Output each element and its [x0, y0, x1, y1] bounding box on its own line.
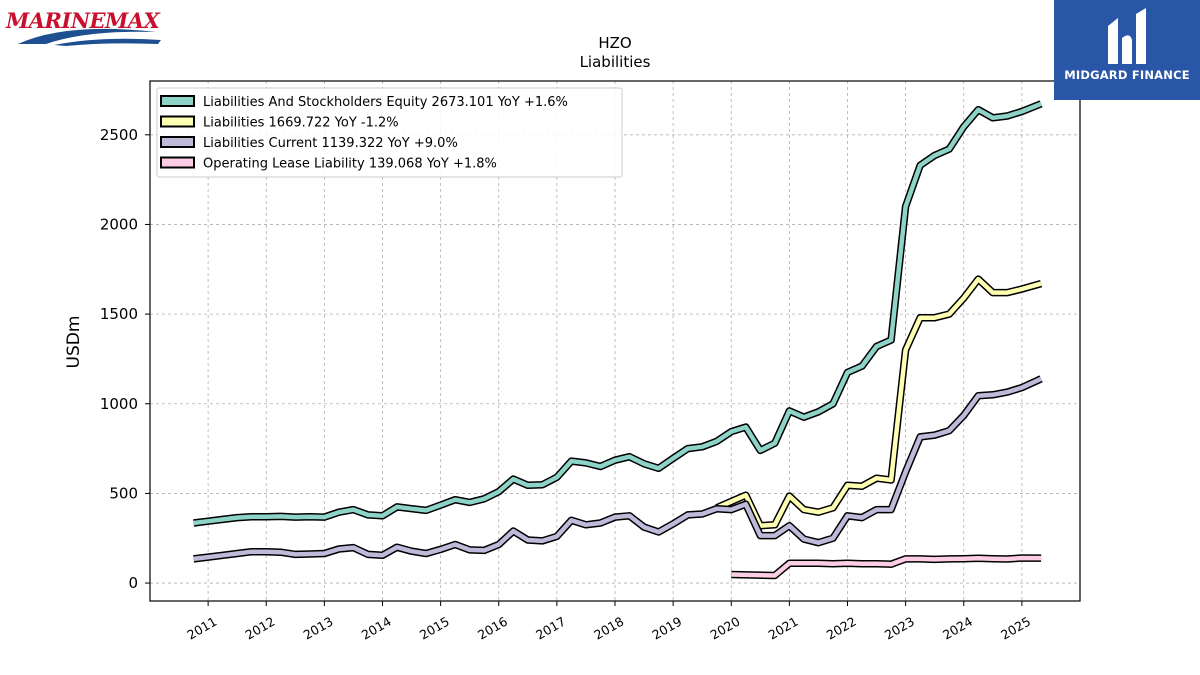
legend-label: Liabilities 1669.722 YoY -1.2% — [203, 116, 399, 131]
series-2 — [193, 375, 1043, 563]
x-tick-label: 2013 — [301, 614, 336, 643]
legend-label: Operating Lease Liability 139.068 YoY +1… — [203, 157, 497, 172]
y-axis-label: USDm — [64, 316, 84, 369]
x-tick-label: 2022 — [824, 614, 859, 643]
x-tick-label: 2016 — [475, 614, 510, 643]
legend-swatch — [160, 136, 195, 148]
midgard-finance-text: MIDGARD FINANCE — [1064, 68, 1190, 82]
x-tick-label: 2025 — [998, 614, 1033, 643]
y-tick-label: 1500 — [100, 305, 138, 323]
midgard-finance-logo: MIDGARD FINANCE — [1054, 0, 1200, 100]
y-tick-label: 500 — [109, 484, 138, 502]
marinemax-swoosh-icon — [18, 28, 161, 46]
midgard-mark-icon — [1108, 8, 1146, 64]
y-tick-label: 2500 — [100, 126, 138, 144]
chart-legend: Liabilities And Stockholders Equity 2673… — [156, 87, 623, 178]
series-lines — [193, 100, 1043, 580]
series-line — [731, 555, 1042, 578]
legend-swatch — [160, 115, 195, 128]
x-tick-label: 2023 — [882, 614, 917, 643]
x-tick-label: 2018 — [591, 614, 626, 643]
x-tick-label: 2014 — [359, 614, 394, 643]
series-line — [193, 376, 1043, 562]
x-tick-label: 2019 — [649, 614, 684, 643]
series-1 — [715, 275, 1043, 530]
x-axis-ticks: 2011 2012 2013 2014 2015 2016 2017 2018 2019 2020… — [184, 601, 1033, 643]
y-tick-label: 1000 — [100, 395, 138, 413]
x-tick-label: 2015 — [417, 614, 452, 643]
marinemax-logo: MARINEMAX — [6, 4, 166, 46]
legend-swatch — [160, 95, 195, 107]
x-tick-label: 2021 — [766, 614, 801, 643]
legend-swatch — [160, 156, 195, 169]
y-tick-label: 0 — [128, 574, 138, 592]
chart-title: HZO — [598, 34, 631, 52]
x-tick-label: 2011 — [184, 614, 219, 643]
chart-subtitle: Liabilities — [580, 53, 651, 71]
x-tick-label: 2020 — [707, 614, 742, 643]
series-0 — [193, 100, 1043, 527]
marinemax-logo-text: MARINEMAX — [6, 8, 160, 33]
x-tick-label: 2024 — [940, 614, 975, 643]
y-axis-ticks: 0 500 1000 1500 2000 2500 — [100, 126, 150, 592]
x-tick-label: 2012 — [242, 614, 277, 643]
x-tick-label: 2017 — [533, 614, 568, 643]
y-tick-label: 2000 — [100, 215, 138, 233]
series-line-outline — [193, 375, 1043, 563]
legend-box — [156, 87, 623, 178]
series-line — [193, 101, 1042, 526]
series-3 — [731, 554, 1042, 580]
legend-label: Liabilities Current 1139.322 YoY +9.0% — [203, 136, 458, 151]
legend-label: Liabilities And Stockholders Equity 2673… — [203, 95, 568, 110]
series-line — [715, 276, 1042, 528]
series-line-outline — [715, 275, 1043, 530]
